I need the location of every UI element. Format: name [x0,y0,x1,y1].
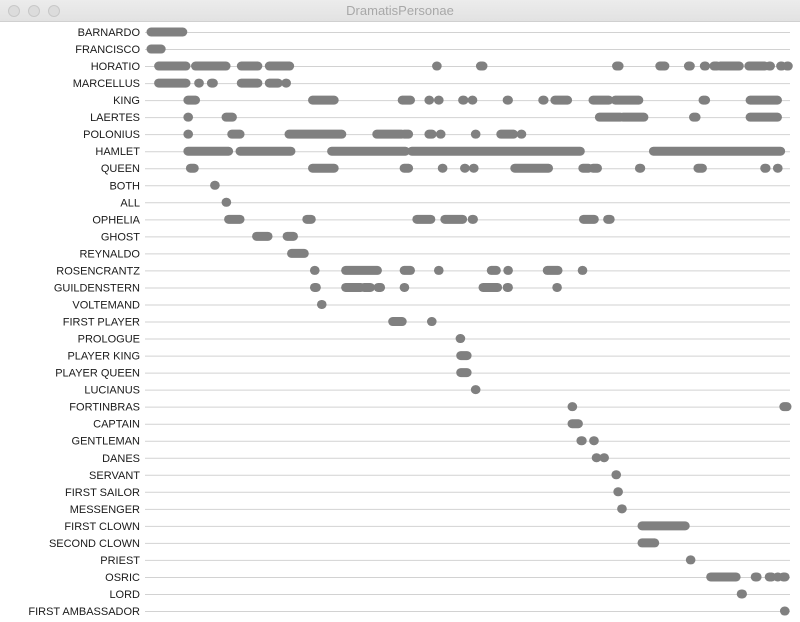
row-label-barnardo: BARNARDO [78,27,141,39]
dramatis-personae-chart: BARNARDO FRANCISCO HORATIO MARCELLUS KING LAE… [28,27,793,618]
row-label-king: KING [113,95,140,107]
row-label-osric: OSRIC [105,572,140,584]
row-label-voltemand: VOLTEMAND [72,299,140,311]
row-label-lord: LORD [109,589,140,601]
row-label-fortinbras: FORTINBRAS [69,402,140,414]
row-label-first-sailor: FIRST SAILOR [65,487,140,499]
row-label-both: BOTH [109,180,140,192]
row-label-second-clown: SECOND CLOWN [49,538,140,550]
row-label-prologue: PROLOGUE [78,334,140,346]
row-label-priest: PRIEST [100,555,140,567]
row-label-hamlet: HAMLET [95,146,140,158]
row-label-captain: CAPTAIN [93,419,140,431]
close-button[interactable] [8,5,20,17]
row-label-danes: DANES [102,453,140,465]
row-label-player-king: PLAYER KING [67,351,140,363]
window-title: DramatisPersonae [346,3,454,18]
row-label-ghost: GHOST [101,231,140,243]
row-label-player-queen: PLAYER QUEEN [55,368,140,380]
row-label-marcellus: MARCELLUS [73,78,140,90]
row-label-gentleman: GENTLEMAN [72,436,141,448]
row-label-francisco: FRANCISCO [75,44,140,56]
row-label-laertes: LAERTES [90,112,140,124]
row-label-horatio: HORATIO [91,61,141,73]
row-label-first-ambassador: FIRST AMBASSADOR [28,606,140,618]
row-label-all: ALL [120,197,140,209]
row-label-guildenstern: GUILDENSTERN [54,282,140,294]
row-label-polonius: POLONIUS [83,129,140,141]
row-label-reynaldo: REYNALDO [79,248,140,260]
zoom-button[interactable] [48,5,60,17]
row-label-ophelia: OPHELIA [92,214,140,226]
row-label-servant: SERVANT [89,470,140,482]
title-bar[interactable]: DramatisPersonae [0,0,800,22]
row-label-first-clown: FIRST CLOWN [64,521,140,533]
minimize-button[interactable] [28,5,40,17]
row-label-rosencrantz: ROSENCRANTZ [56,265,140,277]
row-label-first-player: FIRST PLAYER [63,317,140,329]
row-label-lucianus: LUCIANUS [84,385,140,397]
row-label-messenger: MESSENGER [70,504,140,516]
row-label-queen: QUEEN [101,163,140,175]
